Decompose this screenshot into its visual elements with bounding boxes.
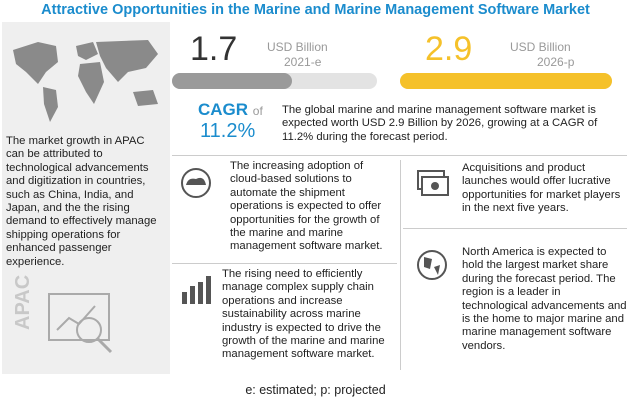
left-text: The market growth in APAC can be attribu…: [6, 135, 157, 268]
money-icon: [417, 170, 449, 196]
cloud-icon: [181, 168, 211, 198]
point: The increasing adoption of cloud-based s…: [230, 160, 383, 253]
chart-icon: [182, 276, 211, 304]
unit: USD Billion: [510, 40, 571, 54]
title: Attractive Opportunities in the Marine a…: [41, 2, 590, 18]
divider: [403, 228, 627, 229]
year: 2026-p: [537, 55, 575, 69]
summary: The global marine and marine management …: [282, 104, 598, 143]
globe-icon: [417, 250, 447, 280]
unit: USD Billion: [267, 40, 328, 54]
point: North America is expected to hold the la…: [462, 246, 627, 352]
cagr-label: CAGR of: [198, 100, 263, 119]
divider: [172, 263, 397, 264]
analytics-icon: [48, 293, 113, 354]
point: Acquisitions and product launches would …: [462, 162, 621, 215]
region-label: APAC: [12, 274, 34, 330]
point: The rising need to efficiently manage co…: [222, 268, 385, 361]
year: 2021-e: [284, 55, 322, 69]
bar: [400, 73, 612, 89]
footnote: e: estimated; p: projected: [245, 383, 386, 397]
divider: [172, 155, 627, 156]
cagr-value: 11.2%: [200, 120, 256, 142]
bar: [172, 73, 293, 89]
divider: [400, 160, 401, 370]
value: 2.9: [425, 30, 473, 68]
world-map: [13, 40, 158, 122]
value: 1.7: [190, 30, 238, 68]
